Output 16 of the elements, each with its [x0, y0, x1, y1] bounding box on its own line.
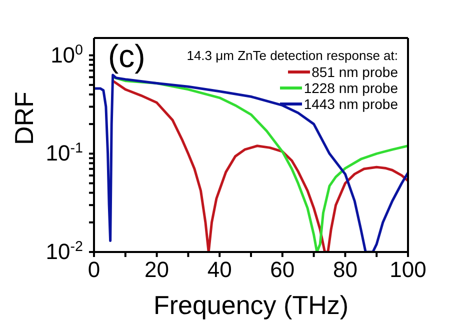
x-tick-label: 20 [144, 257, 170, 282]
x-tick-label: 40 [207, 257, 232, 282]
legend-title: 14.3 μm ZnTe detection response at: [186, 48, 398, 64]
y-tick-label: 10$^{-1}$ [46, 140, 84, 166]
annotation: (c) [108, 38, 146, 75]
x-axis-title: Frequency (THz) [153, 290, 349, 320]
legend-label: 1228 nm probe [304, 80, 398, 96]
x-tick-label: 100 [390, 257, 426, 282]
x-tick-label: 80 [332, 257, 358, 282]
x-tick-label: 0 [88, 257, 100, 282]
x-tick-label: 60 [270, 257, 295, 282]
legend-label: 851 nm probe [312, 64, 398, 80]
y-tick-label: 10$^{-2}$ [46, 239, 84, 264]
legend-label: 1443 nm probe [304, 96, 398, 112]
y-axis-title: DRF [9, 92, 40, 145]
y-tick-label: 10$^{0}$ [50, 42, 84, 68]
